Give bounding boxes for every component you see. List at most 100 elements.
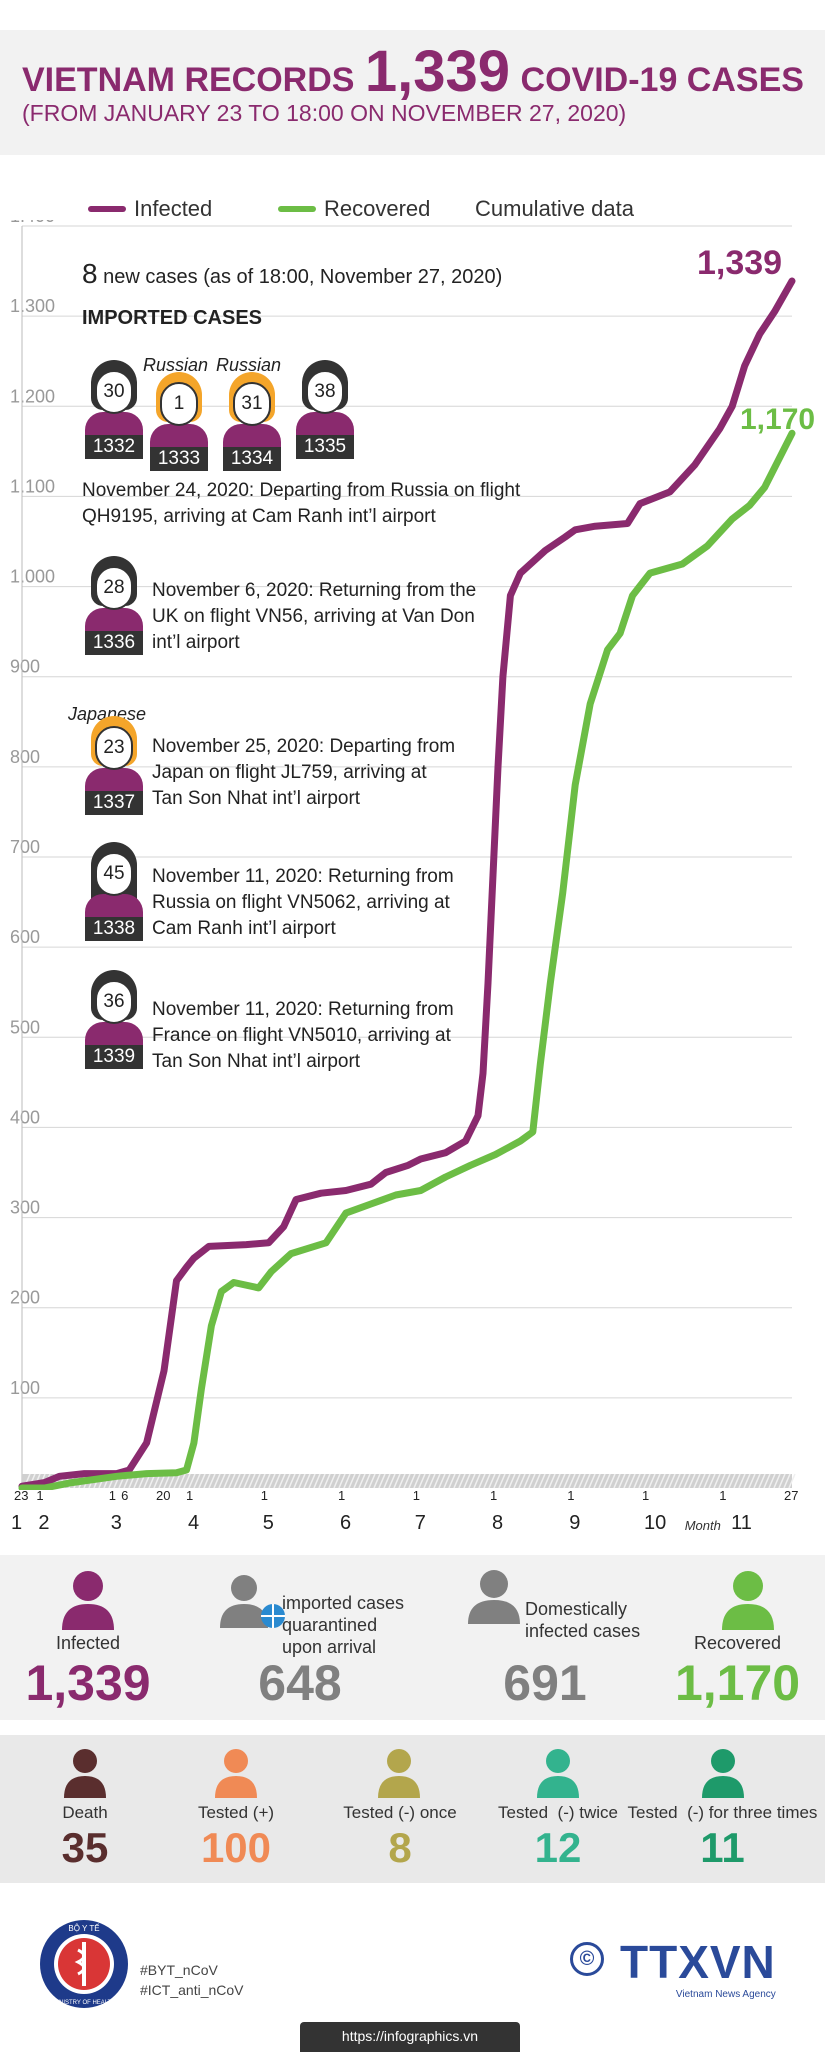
- x-month-tick-label: 6: [339, 1512, 352, 1534]
- baseline-hatch: [203, 1473, 211, 1489]
- baseline-hatch: [603, 1473, 611, 1489]
- patient-id: 1339: [85, 1045, 143, 1069]
- stat-death-label: Death: [62, 1803, 108, 1822]
- baseline-hatch: [728, 1473, 736, 1489]
- baseline-hatch: [748, 1473, 756, 1489]
- baseline-hatch: [783, 1473, 791, 1489]
- baseline-hatch: [363, 1473, 371, 1489]
- patient-icon-child: 1 1333: [148, 372, 210, 472]
- case-line: Russia on flight VN5062, arriving at: [152, 892, 450, 913]
- nationality-label: Russian: [143, 355, 209, 375]
- source-url-link[interactable]: https://infographics.vn: [300, 2022, 520, 2052]
- baseline-hatch: [183, 1473, 191, 1489]
- baseline-hatch: [338, 1473, 346, 1489]
- baseline-hatch: [658, 1473, 666, 1489]
- baseline-hatch: [563, 1473, 571, 1489]
- legend-infected-swatch: [88, 206, 126, 212]
- baseline-hatch: [443, 1473, 451, 1489]
- x-day-tick-label: 1: [337, 1488, 346, 1503]
- baseline-hatch: [293, 1473, 301, 1489]
- baseline-hatch: [323, 1473, 331, 1489]
- patient-icon: 30 1332: [83, 360, 145, 460]
- stat-imported-value: 648: [258, 1655, 342, 1711]
- patient-icon: 31 1334: [221, 372, 283, 472]
- baseline-hatch: [328, 1473, 336, 1489]
- x-day-tick-label: 20: [156, 1488, 171, 1503]
- case-line: int’l airport: [152, 632, 240, 653]
- baseline-hatch: [448, 1473, 456, 1489]
- baseline-hatch: [493, 1473, 501, 1489]
- baseline-hatch: [358, 1473, 366, 1489]
- baseline-hatch: [568, 1473, 576, 1489]
- y-tick-label: 500: [10, 1017, 40, 1037]
- stat-imported: 648: [215, 1654, 385, 1712]
- baseline-hatch: [763, 1473, 771, 1489]
- baseline-hatch: [683, 1473, 691, 1489]
- baseline-hatch: [343, 1473, 351, 1489]
- stat-tested-positive-label: Tested (+): [197, 1803, 275, 1822]
- patient-age: 23: [95, 726, 133, 770]
- baseline-hatch: [663, 1473, 671, 1489]
- baseline-hatch: [263, 1473, 271, 1489]
- baseline-hatch: [608, 1473, 616, 1489]
- hashtag[interactable]: #ICT_anti_nCoV: [140, 1982, 244, 1998]
- agency-name: TTXVN: [620, 1936, 776, 1988]
- x-month-tick-label: 9: [569, 1512, 581, 1534]
- baseline-hatch: [588, 1473, 596, 1489]
- baseline-hatch: [583, 1473, 591, 1489]
- x-day-tick-label: 1: [641, 1488, 650, 1503]
- case-line: Tan Son Nhat int’l airport: [152, 1051, 361, 1072]
- baseline-hatch: [378, 1473, 386, 1489]
- baseline-hatch: [253, 1473, 261, 1489]
- stat-domestic: 691: [460, 1654, 630, 1712]
- baseline-hatch: [288, 1473, 296, 1489]
- summary-panel: [0, 1555, 825, 1720]
- baseline-hatch: [353, 1473, 361, 1489]
- case-line: UK on flight VN56, arriving at Van Don: [152, 606, 475, 627]
- baseline-hatch: [733, 1473, 741, 1489]
- case-line: November 6, 2020: Returning from the: [152, 580, 477, 601]
- baseline-hatch: [478, 1473, 486, 1489]
- baseline-hatch: [653, 1473, 661, 1489]
- x-month-tick-label: 2: [38, 1512, 50, 1534]
- baseline-hatch: [468, 1473, 476, 1489]
- patient-id: 1333: [150, 447, 208, 471]
- baseline-hatch: [518, 1473, 526, 1489]
- new-cases-text: new cases (as of 18:00, November 27, 202…: [103, 266, 503, 288]
- patient-age: 36: [95, 980, 133, 1024]
- y-tick-label: 300: [10, 1198, 40, 1218]
- page-title: VIETNAM RECORDS 1,339 COVID-19 CASES: [22, 38, 804, 105]
- legend-cumulative-label: Cumulative data: [475, 196, 634, 221]
- x-day-tick-label: 6: [121, 1488, 129, 1503]
- x-day-tick-label: 1: [260, 1488, 268, 1503]
- user-icon: [215, 1749, 257, 1798]
- x-month-tick-label: 1: [11, 1512, 23, 1534]
- legend-infected: Infected: [88, 196, 212, 222]
- legend-recovered: Recovered: [278, 196, 430, 222]
- stat-tested-twice: Tested (-) twice 12: [488, 1802, 628, 1872]
- x-day-tick-label: 23: [14, 1488, 29, 1503]
- subtitle: (FROM JANUARY 23 TO 18:00 ON NOVEMBER 27…: [22, 100, 627, 126]
- hashtag[interactable]: #BYT_nCoV: [140, 1962, 218, 1978]
- baseline-hatch: [483, 1473, 491, 1489]
- baseline-hatch: [613, 1473, 621, 1489]
- baseline-hatch: [388, 1473, 396, 1489]
- baseline-hatch: [308, 1473, 316, 1489]
- y-tick-label: 700: [10, 837, 40, 857]
- x-month-tick-label: 5: [262, 1512, 274, 1534]
- user-icon: [722, 1571, 774, 1630]
- baseline-hatch: [463, 1473, 471, 1489]
- patient-icon: 28 1336: [83, 556, 145, 656]
- agency-logo: TTXVN Vietnam News Agency: [620, 1935, 776, 2000]
- case-line: November 11, 2020: Returning from: [152, 866, 454, 887]
- patient-id: 1338: [85, 917, 143, 941]
- baseline-hatch: [403, 1473, 411, 1489]
- baseline-hatch: [213, 1473, 221, 1489]
- stat-infected: Infected 1,339: [18, 1632, 158, 1712]
- baseline-hatch: [178, 1473, 186, 1489]
- y-tick-label: 100: [10, 1378, 40, 1398]
- stat-imported-label1: imported cases: [282, 1593, 405, 1613]
- legend-infected-label: Infected: [134, 196, 213, 221]
- logo-bottom-text: MINISTRY OF HEALTH: [52, 2000, 115, 2006]
